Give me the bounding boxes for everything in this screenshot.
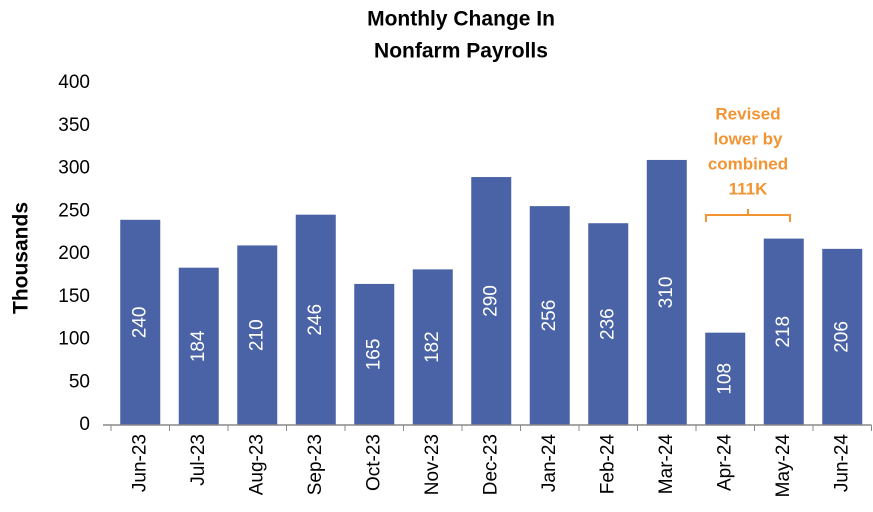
bar (646, 159, 687, 425)
annotation: combined (708, 154, 788, 173)
bar (178, 267, 219, 425)
x-tick-label: Nov-23 (422, 434, 443, 495)
value-label: 218 (773, 316, 794, 348)
value-label: 182 (422, 331, 443, 363)
bar (705, 332, 746, 425)
x-tick-label: Mar-24 (656, 434, 677, 495)
x-tick-label: Aug-23 (246, 434, 267, 495)
bar (412, 269, 453, 425)
chart-title: Nonfarm Payrolls (374, 40, 548, 63)
x-tick-label: Jul-23 (188, 434, 209, 486)
value-label: 165 (363, 339, 384, 371)
bar (471, 177, 512, 425)
bar (120, 219, 161, 425)
value-label: 206 (831, 321, 852, 353)
bar (529, 206, 570, 425)
bar (588, 223, 629, 425)
y-tick-label: 0 (79, 414, 90, 435)
y-tick-label: 400 (58, 72, 90, 93)
y-tick-label: 150 (58, 286, 90, 307)
value-label: 108 (714, 363, 735, 395)
chart-title: Monthly Change In (367, 8, 555, 31)
value-label: 240 (129, 307, 150, 339)
x-tick-label: Sep-23 (305, 434, 326, 495)
y-tick-label: 250 (58, 200, 90, 221)
x-tick-label: Oct-23 (363, 434, 384, 491)
value-label: 256 (539, 300, 560, 332)
x-tick-label: May-24 (773, 434, 794, 498)
annotation: Revised (715, 104, 780, 123)
x-tick-label: Jun-24 (831, 434, 852, 493)
bar (763, 238, 804, 425)
y-tick-label: 50 (69, 371, 90, 392)
y-tick-label: 100 (58, 329, 90, 350)
value-label: 210 (246, 319, 267, 351)
bar (354, 283, 395, 425)
bar (295, 214, 336, 425)
bar (822, 248, 863, 425)
value-label: 290 (480, 285, 501, 317)
annotation: lower by (714, 129, 784, 148)
x-tick-label: Dec-23 (480, 434, 501, 495)
y-tick-label: 350 (58, 115, 90, 136)
annotation: 111K (729, 179, 768, 198)
y-tick-label: 300 (58, 158, 90, 179)
bar (237, 245, 278, 425)
x-tick-label: Apr-24 (714, 434, 735, 491)
value-label: 246 (305, 304, 326, 336)
y-axis-label: Thousands (10, 202, 33, 314)
y-tick-label: 200 (58, 243, 90, 264)
x-tick-label: Feb-24 (597, 434, 618, 495)
value-label: 184 (188, 330, 209, 362)
annotation-bracket (705, 209, 791, 222)
x-tick-label: Jun-23 (129, 434, 150, 492)
value-label: 310 (656, 277, 677, 309)
x-tick-label: Jan-24 (539, 434, 560, 493)
value-label: 236 (597, 308, 618, 340)
